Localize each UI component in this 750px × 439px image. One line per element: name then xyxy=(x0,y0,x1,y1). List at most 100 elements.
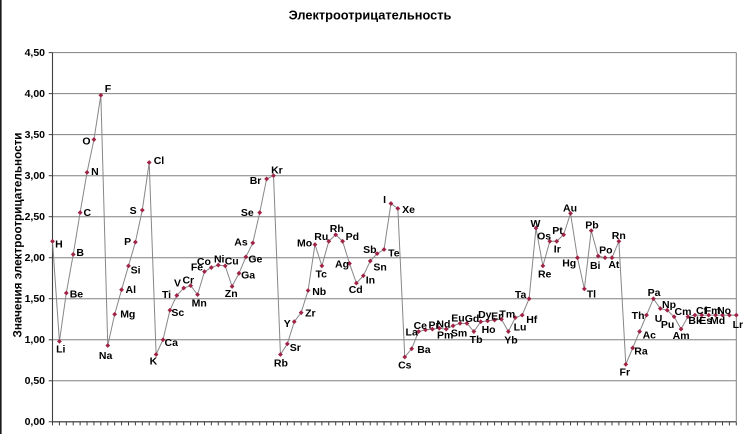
svg-text:Y: Y xyxy=(284,318,291,330)
svg-text:Na: Na xyxy=(99,350,113,362)
svg-text:Pd: Pd xyxy=(346,231,359,243)
svg-text:Mg: Mg xyxy=(120,308,135,320)
svg-text:Gd: Gd xyxy=(465,313,480,325)
svg-text:Md: Md xyxy=(710,315,725,327)
svg-text:Zn: Zn xyxy=(225,288,238,300)
svg-text:Ce: Ce xyxy=(414,320,428,332)
svg-text:Tl: Tl xyxy=(587,289,596,301)
svg-text:4,00: 4,00 xyxy=(25,88,46,100)
svg-text:Nd: Nd xyxy=(436,318,450,330)
svg-text:Fr: Fr xyxy=(620,366,631,378)
svg-text:At: At xyxy=(608,259,620,271)
svg-text:Электроотрицательность: Электроотрицательность xyxy=(289,8,452,23)
svg-text:Sn: Sn xyxy=(373,262,386,274)
svg-text:Cu: Cu xyxy=(225,256,239,268)
svg-text:P: P xyxy=(124,236,131,248)
svg-text:V: V xyxy=(174,278,181,290)
svg-text:Ni: Ni xyxy=(214,254,225,266)
svg-text:Np: Np xyxy=(662,299,676,311)
svg-text:Cs: Cs xyxy=(398,360,412,372)
svg-text:Ag: Ag xyxy=(335,259,349,271)
svg-text:3,50: 3,50 xyxy=(25,129,46,141)
svg-text:Cr: Cr xyxy=(182,274,194,286)
svg-text:N: N xyxy=(91,166,99,178)
svg-text:K: K xyxy=(150,355,158,367)
svg-text:F: F xyxy=(105,83,112,95)
svg-text:Lu: Lu xyxy=(514,322,527,334)
svg-text:Hg: Hg xyxy=(562,258,576,270)
svg-text:Sb: Sb xyxy=(363,244,376,256)
svg-text:Ho: Ho xyxy=(482,324,496,336)
svg-text:Nb: Nb xyxy=(312,286,326,298)
svg-text:Ti: Ti xyxy=(162,289,171,301)
svg-text:Zr: Zr xyxy=(305,308,316,320)
svg-text:Au: Au xyxy=(563,203,577,215)
svg-text:Re: Re xyxy=(538,268,552,280)
svg-text:Lr: Lr xyxy=(733,319,744,331)
svg-text:1,00: 1,00 xyxy=(25,334,46,346)
svg-text:No: No xyxy=(717,305,731,317)
svg-text:Ra: Ra xyxy=(634,346,648,358)
svg-text:I: I xyxy=(383,194,386,206)
svg-text:Be: Be xyxy=(70,289,84,301)
svg-text:H: H xyxy=(55,238,63,250)
svg-text:Ac: Ac xyxy=(643,330,657,342)
svg-text:Es: Es xyxy=(699,315,712,327)
svg-text:Tm: Tm xyxy=(499,308,515,320)
svg-text:Ga: Ga xyxy=(241,270,255,282)
svg-text:Cm: Cm xyxy=(675,306,692,318)
svg-text:Ta: Ta xyxy=(515,289,527,301)
svg-text:Eu: Eu xyxy=(451,313,464,325)
svg-text:Cd: Cd xyxy=(349,284,363,296)
svg-text:B: B xyxy=(76,247,84,259)
svg-text:W: W xyxy=(531,218,541,230)
svg-text:4,50: 4,50 xyxy=(25,47,46,59)
svg-text:3,00: 3,00 xyxy=(25,170,46,182)
svg-text:Ru: Ru xyxy=(314,231,328,243)
svg-text:Pt: Pt xyxy=(552,225,563,237)
svg-text:Sr: Sr xyxy=(290,342,301,354)
svg-text:Si: Si xyxy=(131,265,141,277)
svg-text:Br: Br xyxy=(250,175,262,187)
svg-text:Er: Er xyxy=(491,311,502,323)
svg-text:Значения электроотрицательност: Значения электроотрицательности xyxy=(12,133,25,338)
svg-text:Co: Co xyxy=(197,256,211,268)
svg-text:Os: Os xyxy=(537,231,551,243)
svg-text:Ir: Ir xyxy=(554,243,561,255)
svg-text:Fm: Fm xyxy=(705,305,721,317)
svg-text:Mn: Mn xyxy=(192,298,207,310)
svg-text:Bi: Bi xyxy=(590,260,601,272)
svg-text:C: C xyxy=(84,207,92,219)
svg-text:Yb: Yb xyxy=(504,334,517,346)
svg-text:Hf: Hf xyxy=(526,314,538,326)
svg-text:Bk: Bk xyxy=(688,315,702,327)
svg-text:Am: Am xyxy=(673,330,690,342)
svg-text:Th: Th xyxy=(632,310,645,322)
svg-text:In: In xyxy=(366,274,375,286)
svg-text:Se: Se xyxy=(241,207,254,219)
svg-text:2,00: 2,00 xyxy=(25,252,46,264)
svg-text:Cf: Cf xyxy=(696,305,708,317)
svg-text:La: La xyxy=(406,327,418,339)
svg-text:Rn: Rn xyxy=(612,230,626,242)
svg-text:Rh: Rh xyxy=(330,223,344,235)
svg-text:Cl: Cl xyxy=(154,155,165,167)
svg-text:2,50: 2,50 xyxy=(25,211,46,223)
svg-text:Fe: Fe xyxy=(191,261,203,273)
svg-text:U: U xyxy=(655,313,663,325)
svg-text:Sc: Sc xyxy=(171,307,184,319)
svg-text:Dy: Dy xyxy=(478,309,492,321)
svg-text:Pa: Pa xyxy=(648,287,661,299)
svg-text:Sm: Sm xyxy=(451,328,467,340)
svg-text:Po: Po xyxy=(599,244,612,256)
svg-text:Pb: Pb xyxy=(585,219,598,231)
svg-text:Mo: Mo xyxy=(297,238,312,250)
svg-text:Pr: Pr xyxy=(429,320,440,332)
svg-text:Li: Li xyxy=(56,344,65,356)
svg-text:Rb: Rb xyxy=(274,358,288,370)
svg-text:Pm: Pm xyxy=(437,330,453,342)
svg-text:Pu: Pu xyxy=(661,319,674,331)
svg-text:Ge: Ge xyxy=(248,253,262,265)
svg-text:Te: Te xyxy=(388,247,400,259)
svg-text:As: As xyxy=(234,236,248,248)
